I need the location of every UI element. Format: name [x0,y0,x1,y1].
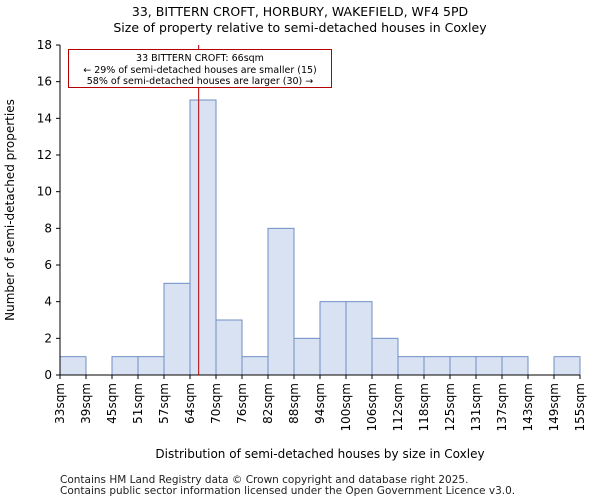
bar-106sqm [371,337,399,376]
bar-118sqm [423,356,451,376]
y-ticks-group: 0 2 4 6 8 10 12 14 16 18 [37,38,60,382]
footer-credit-land-registry: Contains HM Land Registry data © Crown c… [60,474,469,486]
x-tick-label: 149sqm [547,383,561,431]
annotation-property-label: 33 BITTERN CROFT: 66sqm [136,53,264,64]
bar-100sqm [345,301,373,376]
bar-149sqm [553,356,581,376]
chart-subtitle: Size of property relative to semi-detach… [113,20,487,35]
x-tick-label: 57sqm [157,383,171,424]
y-tick-label: 0 [44,368,52,382]
y-tick-label: 10 [37,185,52,199]
chart-title-address: 33, BITTERN CROFT, HORBURY, WAKEFIELD, W… [131,4,469,19]
bar-76sqm [241,356,269,376]
y-tick-label: 8 [44,221,52,235]
x-axis-label: Distribution of semi-detached houses by … [155,447,484,461]
y-tick-label: 2 [44,331,52,345]
bar-70sqm [215,319,243,376]
footer-credit-licence: Contains public sector information licen… [60,485,516,497]
x-tick-label: 70sqm [209,383,223,424]
x-tick-label: 82sqm [261,383,275,424]
bar-112sqm [397,356,425,376]
bar-33sqm [59,356,87,376]
annotation-larger-text: 58% of semi-detached houses are larger (… [86,76,314,87]
x-tick-label: 155sqm [573,383,587,431]
x-tick-label: 100sqm [339,383,353,431]
bar-125sqm [449,356,477,376]
x-tick-label: 64sqm [183,383,197,424]
x-tick-label: 131sqm [469,383,483,431]
y-tick-label: 12 [37,148,52,162]
x-tick-label: 51sqm [131,383,145,424]
annotation-smaller-text: ← 29% of semi-detached houses are smalle… [83,64,317,76]
annotation-box: 33 BITTERN CROFT: 66sqm ← 29% of semi-de… [68,49,332,88]
x-tick-label: 94sqm [313,383,327,424]
x-tick-label: 118sqm [417,383,431,431]
x-tick-label: 137sqm [495,383,509,431]
x-ticks-group: 33sqm 39sqm 45sqm 51sqm 57sqm 64sqm 70sqm 76sqm… [53,375,587,431]
bar-137sqm [501,356,529,376]
y-tick-label: 16 [37,75,52,89]
y-tick-label: 6 [44,258,52,272]
bar-64sqm [189,99,217,376]
y-tick-label: 18 [37,38,52,52]
x-tick-label: 88sqm [287,383,301,424]
x-tick-label: 125sqm [443,383,457,431]
bar-57sqm [163,282,191,376]
bars-group [59,99,581,376]
bar-131sqm [475,356,503,376]
x-tick-label: 112sqm [391,383,405,431]
bar-45sqm [111,356,139,376]
x-tick-label: 106sqm [365,383,379,431]
y-tick-label: 4 [44,295,52,309]
x-tick-label: 39sqm [79,383,93,424]
x-tick-label: 143sqm [521,383,535,431]
x-tick-label: 76sqm [235,383,249,424]
y-tick-label: 14 [37,111,52,125]
bar-51sqm [137,356,165,376]
bar-94sqm [319,301,347,376]
y-axis-label: Number of semi-detached properties [3,99,17,321]
x-tick-label: 33sqm [53,383,67,424]
x-tick-label: 45sqm [105,383,119,424]
bar-88sqm [293,337,321,376]
bar-82sqm [267,227,295,376]
